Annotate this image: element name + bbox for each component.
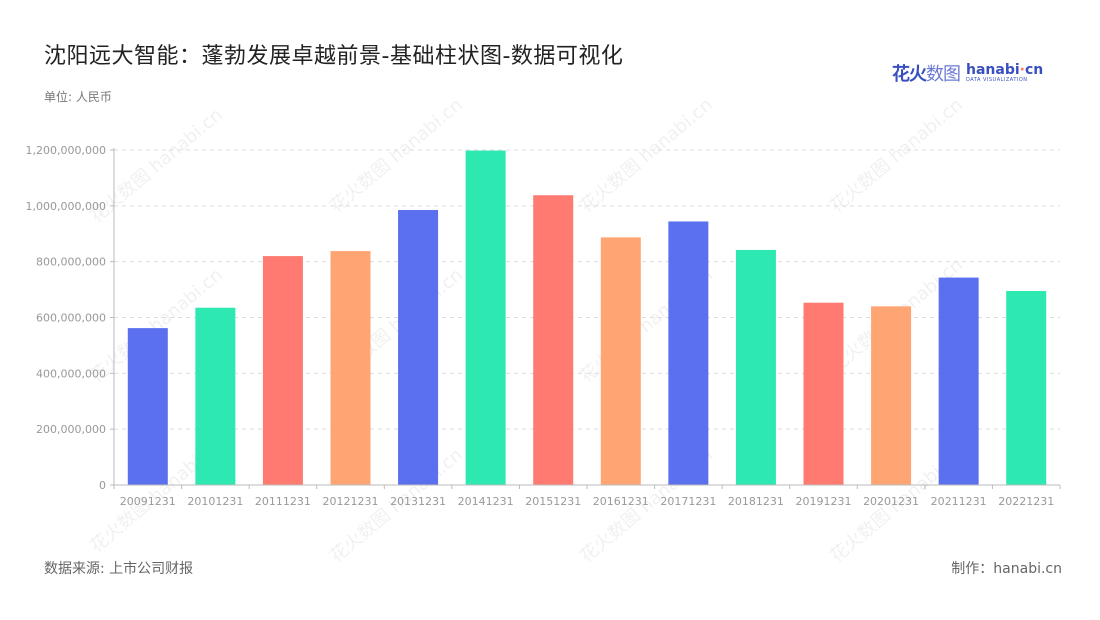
- grid-layer: [114, 149, 1060, 430]
- y-tick-label: 1,000,000,000: [26, 200, 106, 213]
- bar[interactable]: [1006, 290, 1047, 485]
- bar[interactable]: [330, 251, 371, 485]
- data-source: 数据来源: 上市公司财报: [44, 561, 194, 577]
- bar[interactable]: [803, 302, 844, 485]
- credit: 制作：hanabi.cn: [951, 561, 1062, 577]
- bar[interactable]: [938, 277, 979, 485]
- logo-cn: 花火数图: [892, 60, 961, 86]
- logo-tagline: DATA VISUALIZATION: [966, 76, 1028, 83]
- x-tick-label: 20131231: [390, 495, 446, 508]
- logo-cn-bold: 花火: [892, 64, 927, 85]
- x-tick-label: 20141231: [458, 495, 514, 508]
- bars-layer: [127, 150, 1047, 486]
- x-tick-label: 20161231: [593, 495, 649, 508]
- logo-en-dot: ·: [1019, 61, 1025, 78]
- bar[interactable]: [195, 307, 236, 485]
- bar[interactable]: [735, 249, 776, 485]
- y-tick-label: 0: [99, 479, 106, 492]
- watermark-text: 花火数图 hanabi.cn: [326, 94, 467, 217]
- watermark-text: 花火数图 hanabi.cn: [86, 104, 227, 227]
- chart-title: 沈阳远大智能：蓬勃发展卓越前景-基础柱状图-数据可视化: [44, 44, 624, 69]
- bar[interactable]: [668, 221, 709, 485]
- x-tick-label: 20221231: [998, 495, 1054, 508]
- labels-layer: 0 200,000,000 400,000,000 600,000,000 800,00…: [26, 144, 1055, 508]
- x-tick-label: 20111231: [255, 495, 311, 508]
- logo-en: hanabi·cn DATA VISUALIZATION: [966, 63, 1043, 84]
- watermark-text: 花火数图 hanabi.cn: [576, 94, 717, 217]
- x-tick-label: 20171231: [660, 495, 716, 508]
- logo-en-tail: cn: [1024, 61, 1044, 78]
- y-tick-label: 800,000,000: [36, 256, 106, 269]
- unit-label: 单位: 人民币: [44, 90, 112, 104]
- bar[interactable]: [262, 256, 303, 485]
- y-tick-label: 400,000,000: [36, 367, 106, 380]
- y-tick-label: 1,200,000,000: [26, 144, 106, 157]
- y-tick-label: 600,000,000: [36, 312, 106, 325]
- bar[interactable]: [127, 328, 168, 485]
- y-tick-label: 200,000,000: [36, 423, 106, 436]
- hanabi-logo[interactable]: 花火数图 hanabi·cn DATA VISUALIZATION: [892, 58, 1043, 88]
- x-tick-label: 20211231: [931, 495, 987, 508]
- x-tick-label: 20201231: [863, 495, 919, 508]
- x-tick-label: 20151231: [525, 495, 581, 508]
- axes-layer: [110, 148, 1061, 489]
- x-tick-label: 20191231: [796, 495, 852, 508]
- logo-en-main: hanabi: [966, 61, 1020, 78]
- bar[interactable]: [600, 237, 641, 485]
- bar[interactable]: [398, 210, 439, 486]
- x-tick-label: 20091231: [120, 495, 176, 508]
- x-tick-label: 20181231: [728, 495, 784, 508]
- bar[interactable]: [465, 150, 506, 485]
- x-tick-label: 20121231: [323, 495, 379, 508]
- logo-cn-light: 数图: [926, 64, 961, 85]
- bar[interactable]: [871, 306, 912, 485]
- x-tick-label: 20101231: [187, 495, 243, 508]
- bar[interactable]: [533, 195, 574, 485]
- watermark-text: 花火数图 hanabi.cn: [826, 94, 967, 217]
